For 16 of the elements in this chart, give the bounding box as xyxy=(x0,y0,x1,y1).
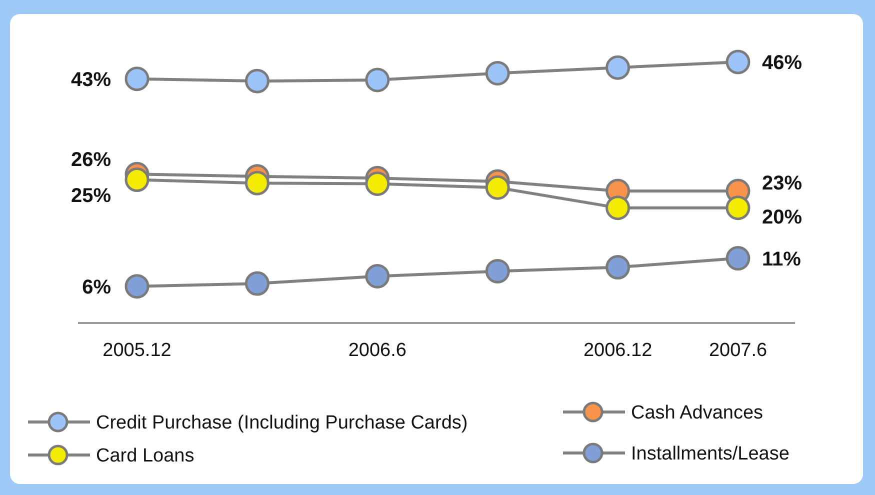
legend-label: Credit Purchase (Including Purchase Cards) xyxy=(96,412,468,434)
x-tick-label: 2007.6 xyxy=(708,340,768,361)
x-tick-label: 2006.6 xyxy=(348,340,406,361)
data-label: 23% xyxy=(762,172,802,194)
data-label: 25% xyxy=(70,184,112,207)
data-label: 11% xyxy=(762,248,802,270)
data-label: 20% xyxy=(762,206,802,228)
data-label: 46% xyxy=(762,52,802,74)
data-label: 26% xyxy=(70,148,112,171)
x-tick-label: 2006.12 xyxy=(583,340,652,361)
data-label: 6% xyxy=(82,276,112,298)
legend-label: Cash Advances xyxy=(631,402,764,424)
x-tick-label: 2005.12 xyxy=(102,340,172,361)
data-label: 43% xyxy=(70,68,112,91)
legend-label: Card Loans xyxy=(96,446,194,467)
legend-label: Installments/Lease xyxy=(631,444,790,465)
